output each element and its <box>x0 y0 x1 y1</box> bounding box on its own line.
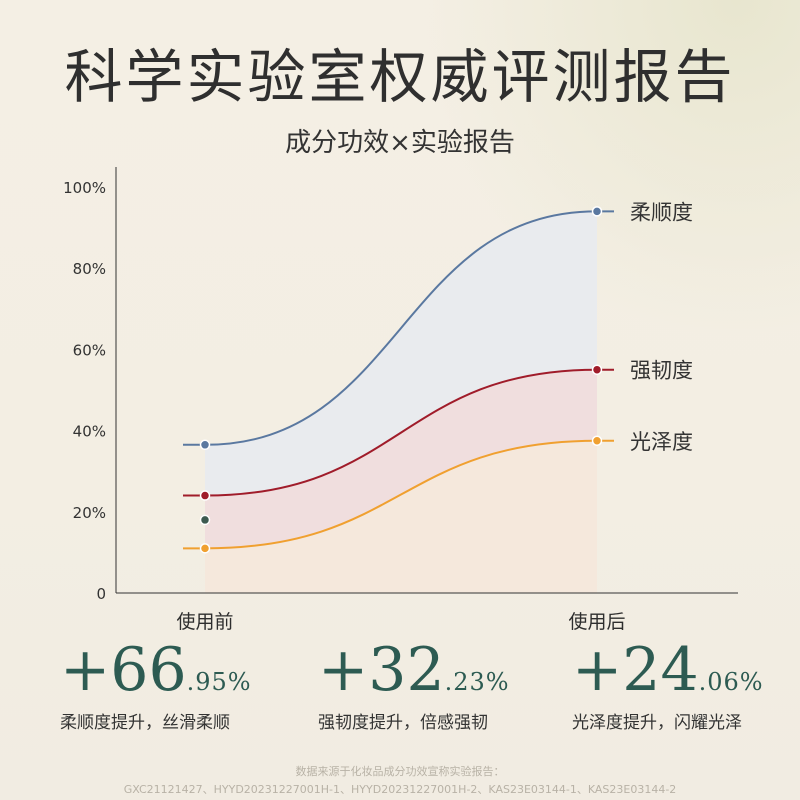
stat-value-decimal: .95% <box>186 668 252 696</box>
stat-value: +24.06% <box>572 640 764 700</box>
series-label: 光泽度 <box>630 430 693 454</box>
stat-value-main: +66 <box>60 635 187 705</box>
stat-strength: +32.23% 强韧度提升，倍感强韧 <box>318 640 510 733</box>
stat-gloss: +24.06% 光泽度提升，闪耀光泽 <box>572 640 764 733</box>
stat-value-main: +32 <box>318 635 445 705</box>
series-line-3 <box>183 439 614 550</box>
x-category-label: 使用前 <box>176 611 233 633</box>
series-point <box>199 543 211 554</box>
series-label: 强韧度 <box>630 359 693 383</box>
y-tick-label: 20% <box>73 504 106 522</box>
stat-value: +66.95% <box>60 640 252 700</box>
footer-report-ids: GXC21121427、HYYD20231227001H-1、HYYD20231… <box>123 783 677 796</box>
stat-description: 光泽度提升，闪耀光泽 <box>572 713 742 733</box>
series-line-1 <box>183 210 614 446</box>
series-point <box>199 439 211 451</box>
stats-row: +66.95% 柔顺度提升，丝滑柔顺 +32.23% 强韧度提升，倍感强韧 +2… <box>0 640 800 750</box>
y-tick-label: 60% <box>73 341 106 359</box>
page-title: 科学实验室权威评测报告 <box>64 43 736 111</box>
y-tick-label: 0 <box>96 585 106 603</box>
series-point <box>591 364 603 375</box>
stat-description: 强韧度提升，倍感强韧 <box>318 713 488 733</box>
stat-value-decimal: .06% <box>698 668 764 696</box>
extra-point <box>199 514 211 526</box>
x-category-label: 使用后 <box>568 611 625 633</box>
stat-smoothness: +66.95% 柔顺度提升，丝滑柔顺 <box>60 640 252 733</box>
y-tick-label: 100% <box>63 179 106 197</box>
stat-value-decimal: .23% <box>444 668 510 696</box>
stat-value-main: +24 <box>572 635 699 705</box>
series-point <box>199 490 211 501</box>
stat-value: +32.23% <box>318 640 510 700</box>
footer-source: 数据来源于化妆品成分功效宣称实验报告： <box>295 765 505 778</box>
series-area-3 <box>205 440 597 593</box>
series-label: 柔顺度 <box>630 200 693 224</box>
page-subtitle: 成分功效×实验报告 <box>285 128 515 158</box>
y-tick-label: 40% <box>73 423 106 441</box>
series-line-2 <box>183 368 614 497</box>
series-point <box>591 435 603 446</box>
stat-description: 柔顺度提升，丝滑柔顺 <box>60 713 230 733</box>
series-point <box>591 206 603 217</box>
y-tick-label: 80% <box>73 260 106 278</box>
